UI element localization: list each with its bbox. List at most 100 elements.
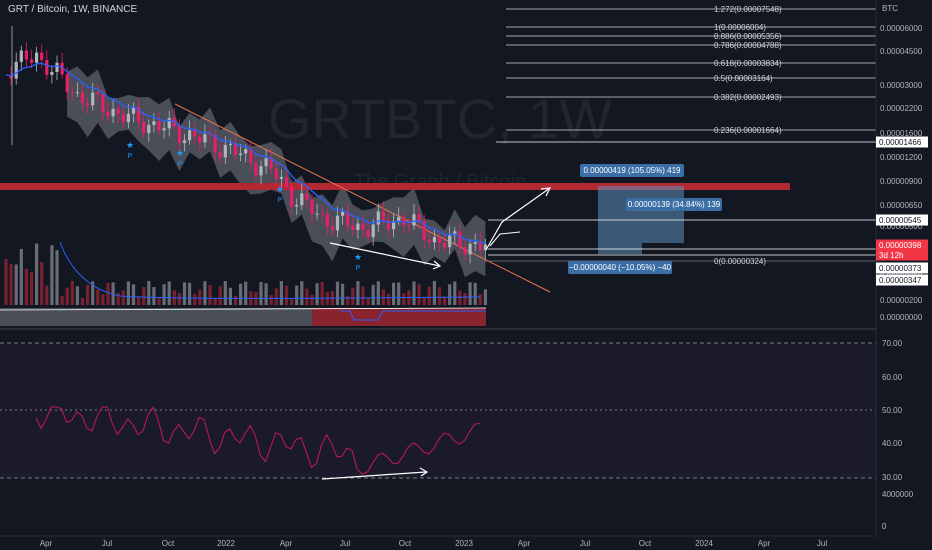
candle-body [147,124,151,134]
candle-body [249,149,253,163]
volume-bar [60,295,64,305]
price-tick: 0.00000000 [880,313,923,322]
candle-body [356,223,360,230]
candle-body [386,220,391,230]
candle-body [188,130,192,141]
price-tag: 0.00000373 [876,262,928,274]
fib-level-label: 0.5(0.00003164) [714,74,773,83]
price-tag-label: 0.00000347 [879,276,922,285]
fib-level-label: 1(0.00006004) [714,23,766,32]
projection-arrows[interactable] [485,187,552,251]
candle-body [473,242,477,244]
fib-level-label: 0.786(0.00004788) [714,41,782,50]
rsi-line [35,406,480,475]
projection-path [489,231,521,247]
time-axis[interactable]: Apr Jul Oct 2022 Apr Jul Oct 2023 Apr Jul Oct 2024 A… [0,535,876,548]
price-tag: 0.00000347 [876,274,928,286]
volume-bar [335,281,340,305]
projection-arrowhead [540,187,552,197]
candle-body [228,143,232,145]
descending-trend-line [174,103,551,293]
candle-body [259,166,263,176]
ema-series [5,62,486,244]
volume-bar [96,289,100,305]
volume-bar [65,287,69,305]
volume-bar [167,281,171,305]
candle-body [407,225,411,227]
candle-body [198,136,202,143]
candle-body [239,153,243,155]
volume-bar [70,281,74,305]
candle-body [376,211,380,225]
resistance-zone[interactable] [0,183,790,190]
price-range-measures[interactable]: 0.00000419 (105.05%) 419 0.00000139 (34.8… [488,164,876,274]
volume-bar [14,264,18,305]
candle-body [335,215,340,231]
price-tick: 0.00004500 [880,47,923,56]
volume-bar [80,297,85,305]
symbol-title[interactable]: GRT / Bitcoin, 1W, BINANCE [8,4,138,15]
volume-bar [437,287,442,305]
volume-bar [233,295,238,305]
price-pane[interactable]: GRTBTC, 1W The Graph / Bitcoin 1.272(0.0… [0,5,876,326]
candle-body [80,92,85,104]
pivot-star-icon: ★ [276,184,284,194]
candle-body [203,134,207,143]
candle-body [96,92,100,94]
candle-body [45,60,49,75]
pivot-star-icon: ★ [176,148,184,158]
volume-bar [417,284,421,305]
candle-body [371,224,375,237]
volume-bar [147,281,151,305]
pivot-label: P [178,161,183,168]
candle-body [366,229,370,237]
indicator-signal [340,310,486,321]
ema-line [5,62,486,244]
volume-bar [351,287,355,305]
rsi-tick: 70.00 [882,339,903,348]
candle-body [381,211,385,221]
price-tag-label: 0.00000373 [879,264,922,273]
fib-level-label: 1.272(0.00007548) [714,5,782,14]
volume-bar [198,289,202,305]
price-tick: 0.00006000 [880,24,923,33]
pivot-label: P [356,265,361,272]
candle-body [310,199,314,215]
candle-body [402,217,406,226]
price-tick: 0.00000500 [880,222,923,231]
fib-retracement[interactable]: 1.272(0.00007548) 1(0.00006004)0.886(0.00… [484,5,876,266]
price-tag-bg [876,249,928,261]
candle-body [55,62,59,72]
volume-bar [188,282,192,305]
candle-body [126,113,130,123]
trend-lines[interactable] [174,103,551,293]
candle-body [182,140,187,144]
candle-body [295,205,299,207]
volume-bar [35,243,39,305]
volume-bar [300,281,304,305]
candle-body [305,193,309,200]
volume-bar [458,290,462,305]
volume-bar [463,292,467,305]
pivot-label: P [128,153,133,160]
volume-bar [131,284,136,305]
price-divergence-line [329,242,441,267]
candle-body [152,121,156,125]
price-tag-label: 0.00000398 [879,241,922,250]
volume-bar [86,284,90,305]
volume-bar [228,287,232,305]
pivot-star-icon: ★ [354,252,362,262]
volume-bar [483,289,487,305]
watermark-ticker: GRTBTC, 1W [268,87,612,150]
rsi-pane[interactable] [0,342,876,480]
price-axis[interactable]: BTC 0.00006000 0.00004500 0.00003000 0.0000… [875,0,932,550]
volume-bar [106,282,110,305]
volume-bar [55,250,59,305]
volume-bar [478,294,482,305]
volume-bar [101,293,105,305]
volume-bar [213,298,217,305]
price-tag-bg [876,239,928,251]
rsi-divergence-arrow[interactable] [321,471,427,480]
price-tag-bg [876,274,928,286]
